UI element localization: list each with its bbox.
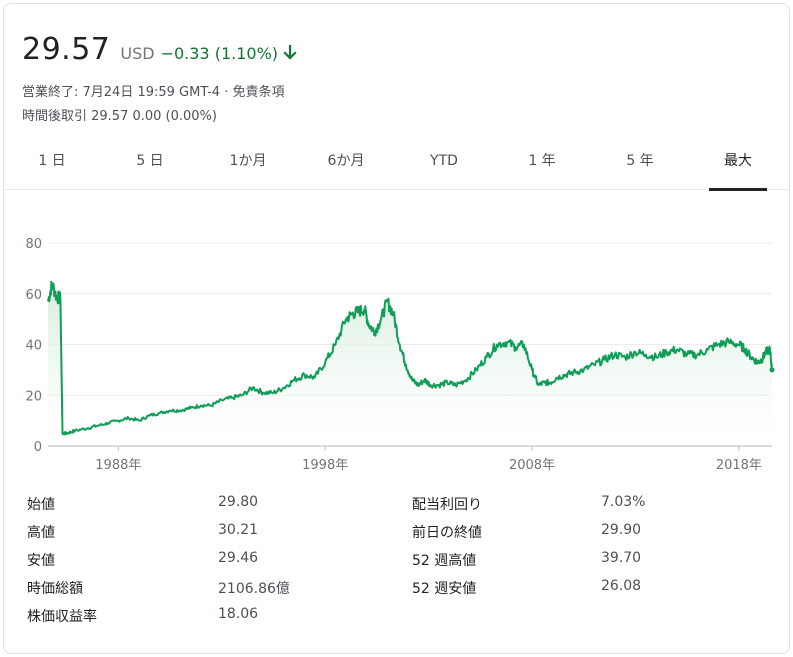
price-area-fill [48,281,772,446]
stat-left-label: 安値 [27,553,55,569]
tab-1d[interactable]: 1 日 [38,153,66,169]
price-row: 29.57 USD −0.33 (1.10%) [22,32,297,67]
price-change: −0.33 (1.10%) [160,44,279,63]
stat-left-label: 高値 [27,525,55,541]
price-line [47,280,773,436]
stat-right-label: 配当利回り [412,497,482,513]
y-tick-label: 60 [25,288,42,303]
tab-1m[interactable]: 1か月 [229,153,267,169]
stat-left-label: 時価総額 [27,581,83,597]
tab-1y[interactable]: 1 年 [528,153,556,169]
stock-quote-card: 29.57 USD −0.33 (1.10%) 営業終了: 7月24日 19:5… [3,3,790,654]
stat-left-label: 始値 [27,497,55,513]
stat-right-label: 前日の終値 [412,525,482,541]
x-tick-label: 2018年 [716,458,762,473]
currency-label: USD [120,44,155,63]
stat-left-label: 株価収益率 [27,609,97,625]
tab-5d[interactable]: 5 日 [136,153,164,169]
y-tick-label: 40 [25,339,42,354]
range-tabs: 1 日 5 日 1か月 6か月 YTD 1 年 5 年 最大 [4,144,789,191]
x-tick-label: 2008年 [509,458,555,473]
x-tick-label: 1998年 [302,458,348,473]
stat-left-value: 30.21 [218,522,259,538]
stat-right-value: 7.03% [601,494,646,510]
stat-right-label: 52 週安値 [412,581,477,597]
tab-6m[interactable]: 6か月 [327,153,365,169]
stat-left-value: 2106.86億 [218,581,290,597]
stat-left-value: 29.80 [218,494,259,510]
after-hours-trading: 時間後取引 29.57 0.00 (0.00%) [22,109,218,124]
stat-left-value: 29.46 [218,550,259,566]
market-status[interactable]: 営業終了: 7月24日 19:59 GMT-4 · 免責条項 [22,85,285,100]
y-tick-label: 80 [25,237,42,252]
y-tick-label: 20 [25,389,42,404]
stat-right-label: 52 週高値 [412,553,477,569]
current-price: 29.57 [22,32,111,67]
stat-left-value: 18.06 [218,606,259,622]
last-price-point [769,367,775,373]
y-tick-label: 0 [34,440,42,455]
price-chart[interactable]: 0 20 40 60 80 1988年 1998年 2008年 2018年 [4,190,790,480]
tab-5y[interactable]: 5 年 [626,153,654,169]
stat-right-value: 26.08 [601,578,642,594]
tab-max[interactable]: 最大 [703,144,773,191]
stat-right-value: 39.70 [601,550,642,566]
tab-ytd[interactable]: YTD [430,153,458,169]
stat-right-value: 29.90 [601,522,642,538]
x-tick-label: 1988年 [95,458,141,473]
arrow-down-icon [283,45,297,60]
